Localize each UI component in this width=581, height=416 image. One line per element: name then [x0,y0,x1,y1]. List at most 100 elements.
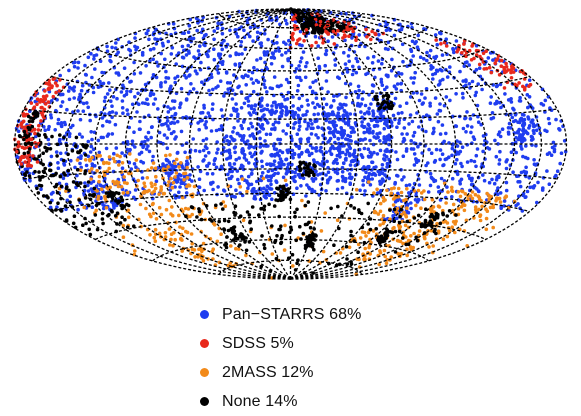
point-pan-starrs [120,151,124,155]
point-pan-starrs [198,149,202,154]
point-none [81,223,85,227]
point-none [441,212,446,217]
point-pan-starrs [336,75,340,79]
point-none [23,172,27,176]
point-none [189,205,194,209]
point-2mass [430,197,435,202]
point-pan-starrs [265,50,270,54]
point-none [64,218,69,222]
point-pan-starrs [285,165,290,170]
point-pan-starrs [487,180,492,185]
point-2mass [149,214,153,219]
point-pan-starrs [389,69,394,73]
point-none [50,134,54,139]
point-none [297,164,302,169]
point-2mass [427,245,431,249]
point-none [344,244,349,249]
point-pan-starrs [412,152,417,156]
point-pan-starrs [503,92,507,96]
point-2mass [126,208,130,213]
point-pan-starrs [371,129,375,134]
point-pan-starrs [80,83,85,88]
point-pan-starrs [88,150,93,154]
point-none [433,227,437,232]
point-pan-starrs [444,131,448,136]
point-pan-starrs [121,111,125,115]
point-pan-starrs [260,68,264,73]
point-pan-starrs [269,55,274,60]
point-none [309,242,314,247]
point-pan-starrs [370,177,375,181]
point-pan-starrs [471,199,476,204]
point-pan-starrs [448,65,452,69]
point-pan-starrs [239,106,244,110]
point-pan-starrs [275,41,279,45]
point-pan-starrs [265,162,269,166]
point-pan-starrs [156,107,160,111]
point-2mass [187,183,192,188]
point-pan-starrs [132,60,136,65]
point-2mass [157,231,162,236]
point-pan-starrs [438,132,443,136]
point-pan-starrs [114,41,118,45]
point-pan-starrs [296,83,301,88]
point-pan-starrs [54,150,59,154]
point-pan-starrs [360,120,364,124]
point-pan-starrs [212,37,216,42]
point-pan-starrs [422,57,426,61]
point-pan-starrs [429,67,433,71]
point-pan-starrs [201,159,205,163]
legend-marker-2mass [200,368,209,377]
point-pan-starrs [272,144,276,148]
point-pan-starrs [551,140,556,145]
point-none [329,206,333,211]
point-none [39,161,43,165]
point-2mass [462,203,467,207]
point-pan-starrs [90,189,95,194]
point-pan-starrs [177,51,181,55]
point-pan-starrs [359,110,363,114]
point-2mass [103,194,107,199]
point-pan-starrs [343,81,348,86]
point-sdss [310,44,314,48]
point-none [387,102,391,107]
point-pan-starrs [111,95,116,99]
point-pan-starrs [366,110,371,114]
point-pan-starrs [413,41,417,46]
point-pan-starrs [161,162,165,166]
point-pan-starrs [248,151,252,155]
point-none [281,195,286,200]
point-pan-starrs [323,63,328,68]
point-2mass [477,207,481,212]
point-pan-starrs [152,46,156,51]
point-2mass [270,252,275,256]
point-pan-starrs [381,114,386,119]
point-pan-starrs [328,176,332,180]
point-pan-starrs [350,100,355,105]
point-sdss [43,102,48,106]
point-pan-starrs [125,139,130,144]
point-pan-starrs [285,123,290,127]
point-pan-starrs [147,113,151,118]
point-pan-starrs [428,171,433,176]
point-pan-starrs [473,93,478,98]
point-pan-starrs [445,75,450,79]
point-pan-starrs [151,57,155,62]
point-2mass [150,184,154,189]
point-pan-starrs [103,95,108,100]
grid-parallel [95,47,486,72]
point-sdss [494,58,499,63]
point-pan-starrs [320,86,324,91]
point-pan-starrs [260,171,265,175]
point-none [101,221,105,226]
point-pan-starrs [336,178,341,183]
point-sdss [47,81,52,86]
point-2mass [240,177,245,181]
point-none [36,132,40,136]
point-pan-starrs [228,28,232,33]
point-2mass [217,226,221,231]
point-none [76,183,80,188]
point-pan-starrs [427,147,431,152]
point-none [416,213,421,218]
point-pan-starrs [348,82,353,86]
